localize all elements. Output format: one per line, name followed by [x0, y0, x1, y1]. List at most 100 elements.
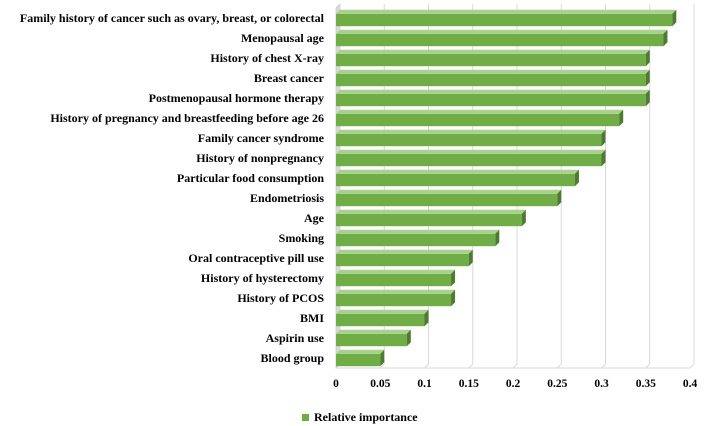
- bar-top: [336, 329, 411, 334]
- x-tick-label: 0.25: [547, 378, 567, 390]
- bar-end: [601, 129, 606, 147]
- bar-front: [336, 233, 496, 247]
- category-label: Smoking: [279, 231, 324, 245]
- bar-front: [336, 133, 602, 147]
- bar-top: [336, 349, 385, 354]
- bar-front: [336, 93, 646, 107]
- bar-top: [336, 89, 650, 94]
- bar: [336, 189, 562, 207]
- gridline-floor: [379, 363, 385, 369]
- bar-end: [521, 209, 526, 227]
- bar: [336, 29, 668, 47]
- gridline-floor: [556, 363, 562, 369]
- bar-top: [336, 189, 562, 194]
- bar-top: [336, 209, 526, 214]
- bar: [336, 249, 473, 267]
- bar: [336, 329, 411, 347]
- bar: [336, 229, 500, 247]
- category-label: History of pregnancy and breastfeeding b…: [50, 111, 324, 125]
- bar-front: [336, 153, 602, 167]
- category-label: Oral contraceptive pill use: [188, 251, 324, 265]
- bar-front: [336, 253, 469, 267]
- bar: [336, 149, 606, 167]
- bar: [336, 349, 385, 367]
- gridline-floor: [468, 363, 474, 369]
- bar-end: [645, 69, 650, 87]
- x-tick-label: 0: [333, 378, 339, 390]
- x-tick-label: 0.05: [370, 378, 390, 390]
- bar: [336, 69, 650, 87]
- bar-end: [574, 169, 579, 187]
- bar-front: [336, 173, 575, 187]
- bar: [336, 269, 456, 287]
- bar-top: [336, 249, 473, 254]
- x-tick-label: 0.4: [683, 378, 698, 390]
- bar-end: [672, 9, 677, 27]
- x-tick-label: 0.3: [594, 378, 609, 390]
- category-label: Family cancer syndrome: [198, 131, 325, 145]
- bar-top: [336, 129, 606, 134]
- bar-end: [468, 249, 473, 267]
- bar-front: [336, 73, 646, 87]
- bar-end: [601, 149, 606, 167]
- bar: [336, 169, 579, 187]
- bar-front: [336, 113, 620, 127]
- x-tick-label: 0.15: [459, 378, 479, 390]
- gridline-floor: [424, 363, 429, 369]
- bar-top: [336, 49, 650, 54]
- bar-top: [336, 69, 650, 74]
- bar-top: [336, 109, 624, 114]
- category-label: Age: [304, 211, 325, 225]
- bar-end: [557, 189, 562, 207]
- bar: [336, 309, 429, 327]
- x-tick-label: 0.2: [506, 378, 521, 390]
- x-tick-label: 0.35: [636, 378, 656, 390]
- category-label: Blood group: [261, 351, 325, 365]
- bar: [336, 49, 650, 67]
- gridline-floor: [689, 363, 695, 369]
- category-label: Endometriosis: [250, 191, 324, 205]
- legend-label: Relative importance: [314, 410, 418, 424]
- category-label: History of chest X-ray: [210, 51, 324, 65]
- category-label: Particular food consumption: [177, 171, 324, 185]
- bar-front: [336, 353, 381, 367]
- bar-end: [451, 289, 456, 307]
- legend: Relative importance: [302, 410, 418, 425]
- bar-end: [380, 349, 385, 367]
- bar-top: [336, 29, 668, 34]
- bar-end: [424, 309, 429, 327]
- gridline-floor: [601, 363, 606, 369]
- bar-end: [451, 269, 456, 287]
- bar-front: [336, 193, 558, 207]
- category-label: Family history of cancer such as ovary, …: [20, 11, 325, 25]
- category-label: History of PCOS: [237, 291, 324, 305]
- bar-top: [336, 289, 456, 294]
- bar: [336, 289, 456, 307]
- bar: [336, 129, 606, 147]
- bar-end: [645, 49, 650, 67]
- bar-top: [336, 169, 579, 174]
- bar-end: [619, 109, 624, 127]
- legend-swatch: [302, 414, 309, 421]
- category-label: Aspirin use: [266, 331, 325, 345]
- bar-end: [406, 329, 411, 347]
- bar-front: [336, 333, 407, 347]
- bar-front: [336, 293, 452, 307]
- category-label: History of nonpregnancy: [196, 151, 324, 165]
- x-tick-label: 0.1: [417, 378, 432, 390]
- bar-front: [336, 313, 425, 327]
- bar-top: [336, 269, 456, 274]
- category-label: History of hysterectomy: [201, 271, 324, 285]
- bar: [336, 109, 624, 127]
- category-label: Menopausal age: [241, 31, 325, 45]
- bar: [336, 9, 677, 27]
- bar-front: [336, 13, 673, 27]
- bar-end: [645, 89, 650, 107]
- bar-front: [336, 273, 452, 287]
- category-label: BMI: [300, 311, 324, 325]
- category-label: Breast cancer: [254, 71, 325, 85]
- gridline-floor: [645, 363, 651, 369]
- bar-top: [336, 309, 429, 314]
- bar-front: [336, 213, 522, 227]
